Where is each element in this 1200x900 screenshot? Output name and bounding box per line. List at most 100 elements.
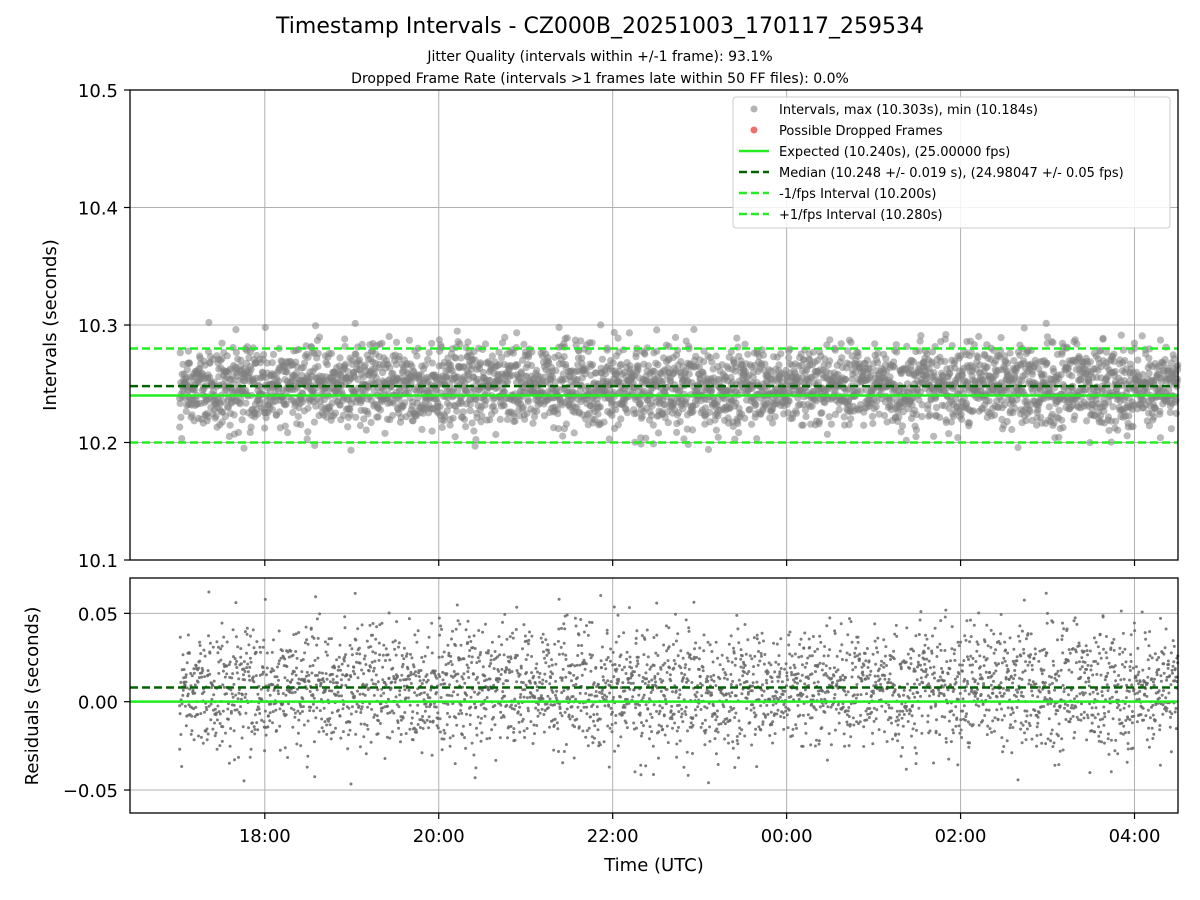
residual-point	[339, 736, 343, 740]
interval-point	[596, 403, 604, 411]
legend: Intervals, max (10.303s), min (10.184s) …	[732, 96, 1171, 229]
residual-point	[546, 706, 550, 710]
interval-point	[238, 416, 246, 424]
residual-point	[522, 695, 526, 699]
interval-point	[283, 368, 291, 376]
residual-point	[563, 710, 567, 714]
residual-point	[554, 662, 558, 666]
interval-point	[1117, 331, 1125, 339]
residual-point	[296, 731, 300, 735]
interval-point	[528, 361, 536, 370]
residual-point	[540, 682, 544, 686]
interval-point	[744, 350, 752, 358]
residual-point	[258, 645, 262, 649]
interval-point	[559, 432, 567, 440]
interval-point	[1156, 434, 1164, 442]
residual-point	[286, 756, 290, 759]
interval-point	[495, 348, 503, 356]
interval-point	[362, 426, 370, 434]
residual-point	[242, 673, 245, 677]
residual-point	[515, 680, 519, 684]
residual-point	[510, 703, 513, 707]
residual-point	[490, 728, 494, 732]
residual-point	[439, 624, 443, 628]
residual-point	[477, 629, 481, 632]
residual-point	[492, 683, 496, 687]
interval-point	[205, 318, 213, 327]
interval-point	[741, 414, 749, 422]
interval-point	[212, 412, 220, 420]
residual-point	[542, 650, 545, 654]
residual-point	[326, 642, 330, 646]
residual-point	[278, 724, 282, 728]
residual-point	[249, 747, 253, 751]
residual-point	[415, 640, 419, 644]
residual-point	[531, 742, 535, 745]
residual-point	[447, 651, 451, 655]
residual-point	[498, 677, 502, 681]
residual-point	[294, 650, 298, 653]
interval-point	[1111, 367, 1119, 376]
residual-point	[428, 696, 432, 700]
residual-point	[348, 728, 352, 732]
residual-point	[489, 662, 493, 665]
residual-point	[299, 744, 303, 748]
interval-point	[965, 419, 974, 427]
interval-point	[247, 423, 255, 431]
residual-point	[493, 704, 497, 707]
interval-point	[354, 376, 362, 384]
residual-point	[377, 641, 381, 645]
residual-point	[219, 647, 223, 651]
residual-point	[197, 666, 201, 670]
residual-point	[547, 664, 551, 668]
residual-point	[234, 662, 238, 666]
residual-point	[324, 672, 328, 676]
residual-point	[278, 748, 282, 752]
residual-point	[344, 653, 348, 657]
residual-point	[468, 723, 472, 726]
residual-point	[248, 665, 252, 669]
interval-point	[1161, 356, 1169, 364]
interval-point	[1123, 432, 1131, 440]
interval-point	[374, 413, 382, 421]
residual-point	[562, 750, 566, 753]
interval-point	[941, 357, 949, 365]
residual-point	[544, 661, 548, 665]
interval-point	[692, 401, 700, 409]
residual-point	[178, 704, 182, 708]
residual-point	[236, 697, 240, 701]
residual-point	[218, 712, 222, 716]
residual-point	[527, 642, 530, 646]
residual-point	[248, 755, 252, 759]
interval-point	[974, 353, 982, 361]
interval-point	[555, 323, 563, 331]
residual-point	[512, 707, 516, 711]
residual-point	[538, 672, 542, 675]
interval-point	[510, 409, 518, 417]
interval-point	[614, 334, 622, 342]
residual-point	[359, 722, 363, 726]
residual-point	[196, 680, 200, 684]
residual-point	[303, 641, 307, 645]
residual-point	[488, 736, 492, 740]
residual-point	[409, 673, 413, 677]
interval-point	[501, 388, 509, 396]
interval-point	[331, 409, 340, 417]
residual-point	[343, 615, 347, 619]
interval-point	[178, 435, 186, 443]
interval-point	[261, 323, 269, 332]
residual-point	[209, 702, 213, 706]
residual-point	[500, 643, 504, 647]
residual-point	[193, 691, 197, 695]
interval-point	[785, 397, 793, 405]
residual-point	[393, 639, 397, 643]
residual-point	[459, 643, 463, 647]
residual-point	[413, 633, 417, 637]
residual-point	[255, 640, 259, 644]
residual-point	[416, 629, 420, 633]
residual-point	[433, 669, 437, 673]
residual-point	[390, 680, 394, 684]
interval-point	[563, 334, 571, 342]
residual-point	[336, 690, 340, 694]
residual-point	[415, 730, 419, 734]
